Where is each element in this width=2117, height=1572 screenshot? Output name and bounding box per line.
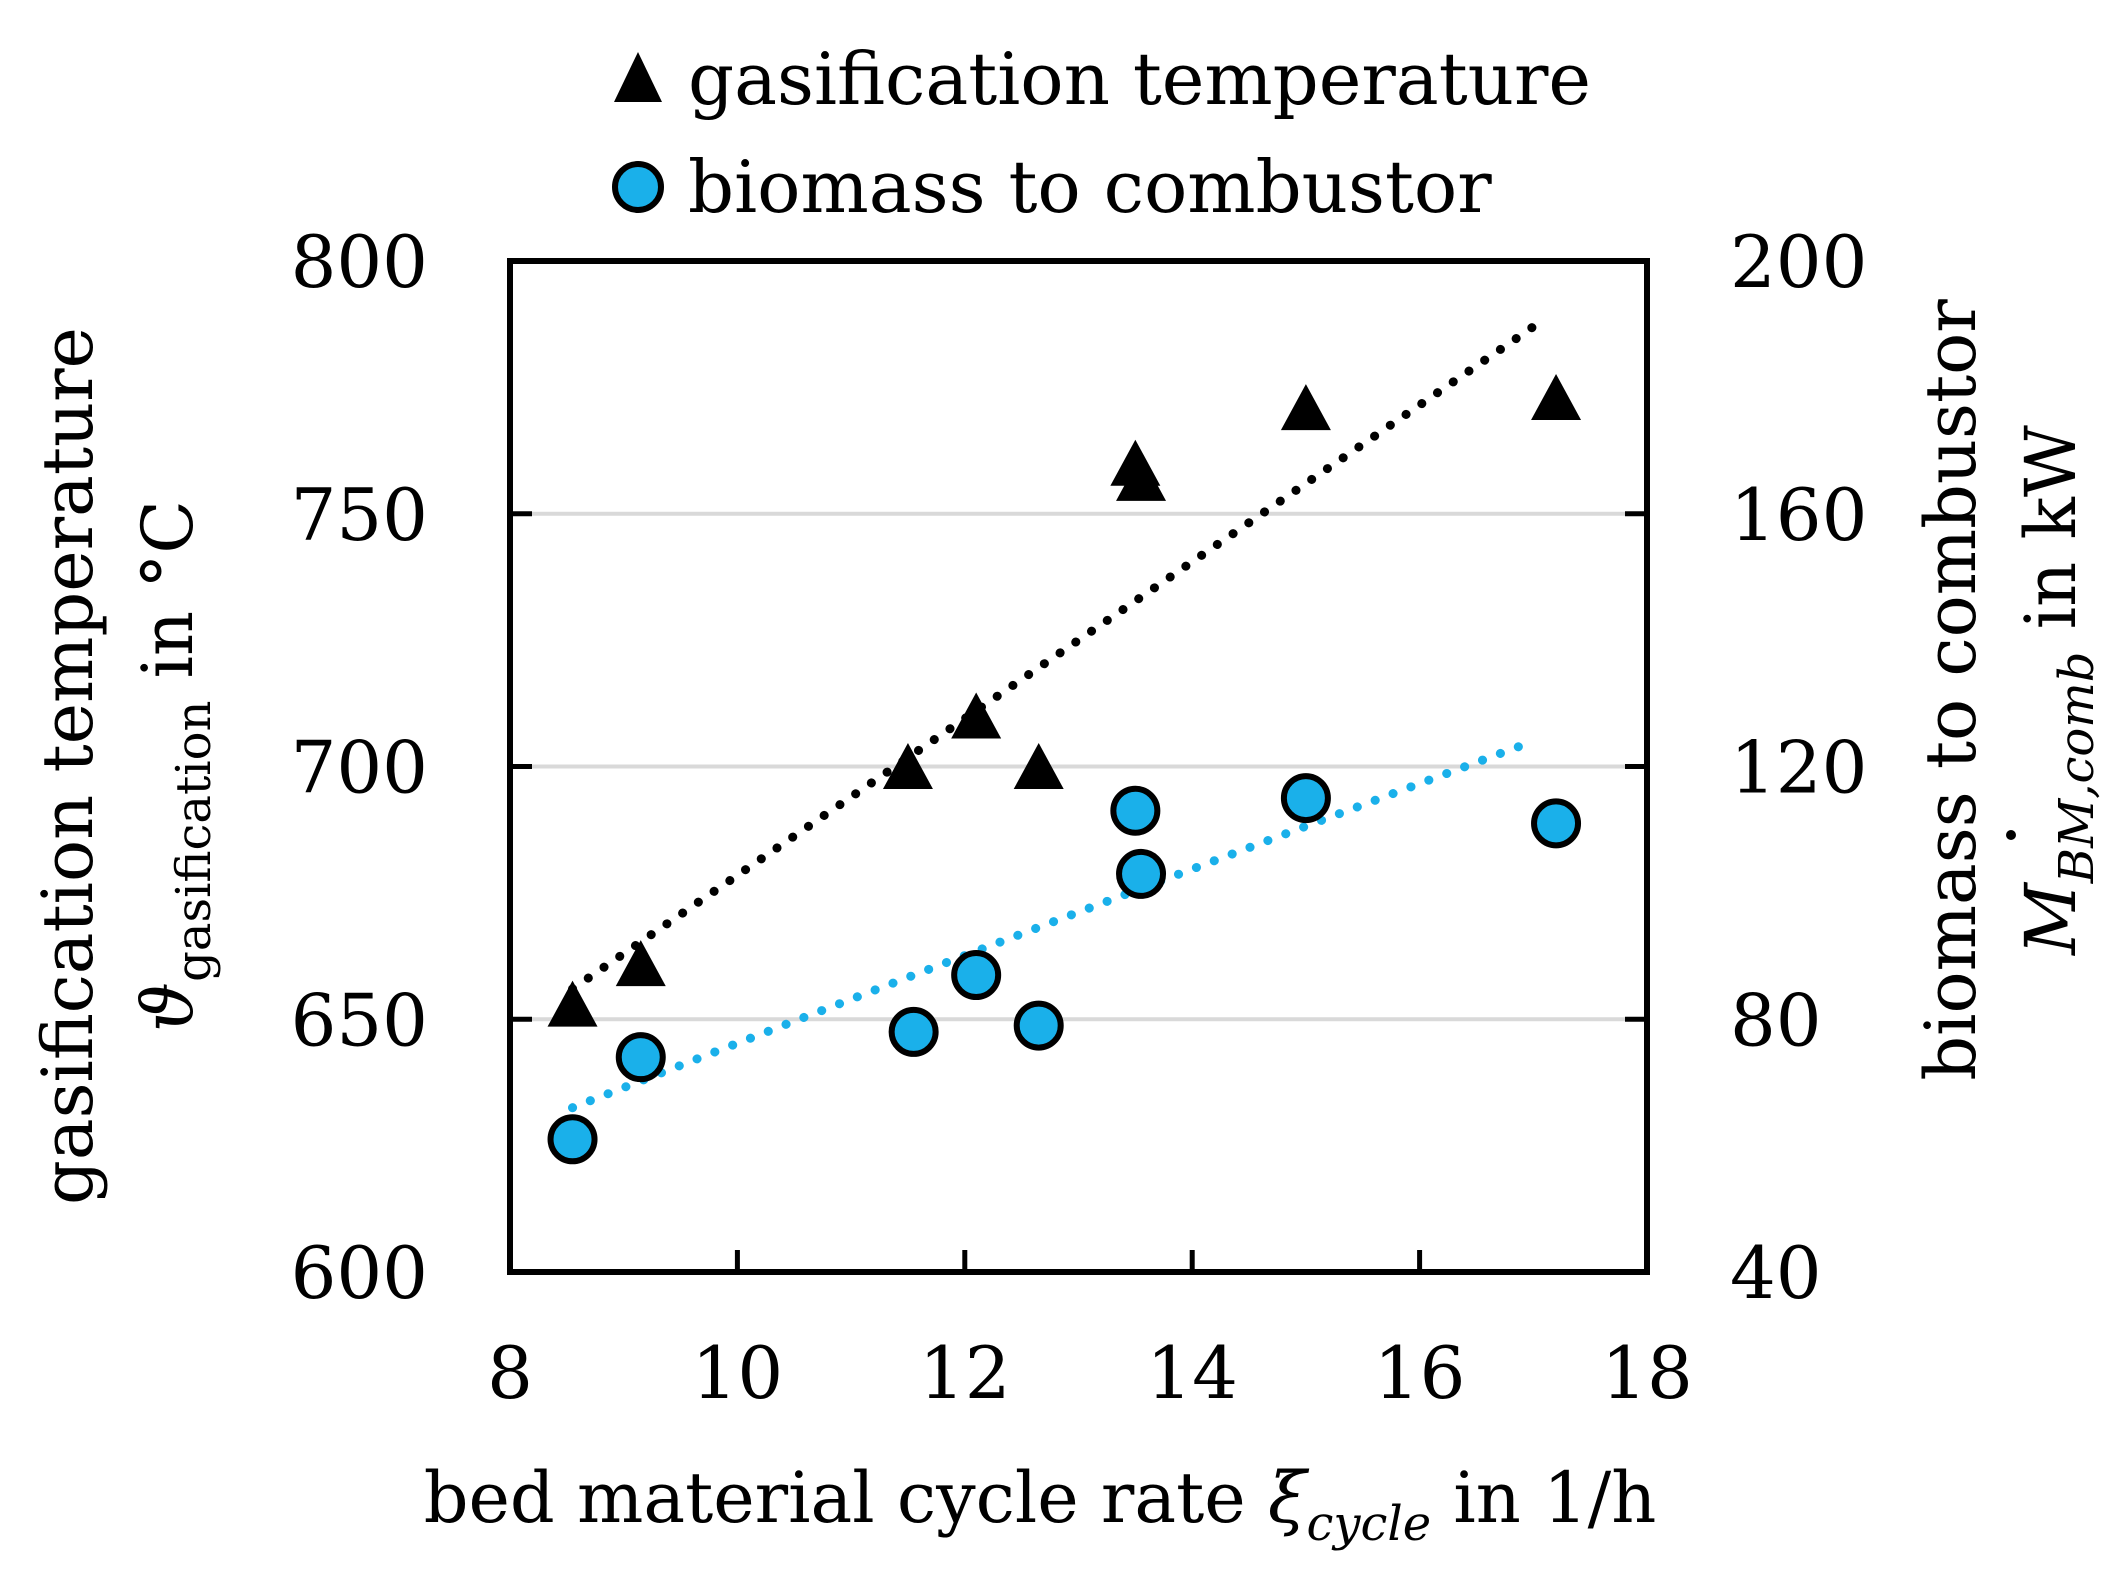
right-y-tick-label: 160 (1730, 473, 1867, 557)
temperature-point (951, 692, 1002, 739)
svg-text:ϑgasification in °C: ϑgasification in °C (127, 500, 227, 1032)
temperature-point (1531, 374, 1582, 421)
legend-item-gasification-temperature: gasification temperature (614, 37, 1591, 121)
x-tick-label: 8 (487, 1331, 533, 1415)
x-axis-tick-labels: 8 10 12 14 16 18 (487, 1331, 1693, 1415)
trendlines (568, 322, 1538, 1113)
biomass-point (1013, 1000, 1064, 1051)
m-dot-accent (2006, 830, 2016, 840)
temperature-point (1013, 743, 1064, 790)
left-y-tick-label: 750 (291, 473, 428, 557)
legend-item-biomass-to-combustor: biomass to combustor (612, 145, 1492, 229)
svg-text:gasification temperature: gasification temperature (27, 327, 109, 1205)
legend-label-biomass-to-combustor: biomass to combustor (688, 145, 1492, 229)
temperature-point (615, 940, 666, 987)
x-axis-title: bed material cycle rate ξcycle in 1/h (424, 1457, 1657, 1557)
svg-text:MBM,comb in kW: MBM,comb in kW (2010, 425, 2110, 957)
right-y-tick-label: 120 (1730, 726, 1867, 810)
gridlines (510, 511, 1647, 1022)
x-tick-label: 14 (1146, 1331, 1238, 1415)
biomass-point (1116, 848, 1167, 899)
biomass-point (1110, 785, 1161, 836)
biomass-point (547, 1114, 598, 1165)
x-tick-label: 10 (692, 1331, 784, 1415)
axis-ticks (507, 258, 1650, 1275)
temperature-point (882, 743, 933, 790)
left-y-axis-title: gasification temperature ϑgasification i… (27, 327, 227, 1205)
right-y-axis-tick-labels: 40 80 120 160 200 (1730, 220, 1867, 1315)
legend-triangle-icon (614, 52, 662, 102)
right-y-axis-title: biomass to combustor MBM,comb in kW (1910, 299, 2110, 1081)
trendline (568, 736, 1538, 1113)
temperature-point (1280, 384, 1331, 431)
x-tick-label: 12 (919, 1331, 1011, 1415)
left-y-axis-tick-labels: 600 650 700 750 800 (291, 220, 428, 1315)
biomass-point (951, 950, 1002, 1001)
biomass-point (1531, 798, 1582, 849)
right-y-tick-label: 40 (1730, 1231, 1822, 1315)
x-tick-label: 18 (1601, 1331, 1693, 1415)
legend: gasification temperature biomass to comb… (612, 37, 1591, 229)
trendline (568, 322, 1538, 994)
biomass-point (615, 1032, 666, 1083)
right-y-tick-label: 80 (1730, 978, 1822, 1062)
svg-text:biomass to combustor: biomass to combustor (1910, 299, 1992, 1081)
x-tick-label: 16 (1374, 1331, 1466, 1415)
legend-label-gasification-temperature: gasification temperature (688, 37, 1591, 121)
right-y-tick-label: 200 (1730, 220, 1867, 304)
left-y-tick-label: 600 (291, 1231, 428, 1315)
temperature-point (547, 980, 598, 1027)
temperature-point (1116, 454, 1167, 501)
left-y-tick-label: 800 (291, 220, 428, 304)
legend-circle-icon (612, 161, 664, 213)
biomass-point (888, 1006, 939, 1057)
left-y-tick-label: 650 (291, 978, 428, 1062)
data-markers (547, 374, 1582, 1165)
left-y-tick-label: 700 (291, 726, 428, 810)
biomass-point (1280, 773, 1331, 824)
